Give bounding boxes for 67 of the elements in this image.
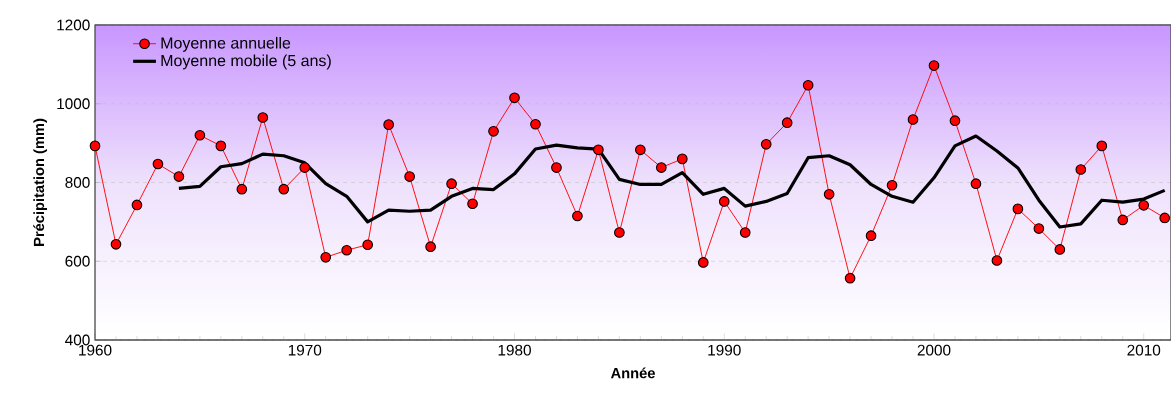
- point: [928, 60, 940, 71]
- point: [823, 188, 835, 200]
- point: [655, 162, 667, 173]
- point: [488, 125, 499, 137]
- point: [593, 144, 604, 156]
- point: [299, 162, 311, 173]
- point: [1012, 203, 1024, 215]
- point: [949, 115, 961, 127]
- point: [970, 178, 982, 190]
- y-tick-label: 1200: [57, 19, 90, 31]
- point: [278, 183, 290, 195]
- point: [383, 119, 394, 130]
- x-tick-label: 1990: [708, 344, 741, 356]
- point: [781, 117, 793, 128]
- point: [614, 227, 625, 238]
- x-axis-title: Année: [610, 367, 655, 379]
- x-tick-label: 2010: [1127, 344, 1161, 356]
- point: [341, 244, 353, 256]
- point: [844, 272, 856, 284]
- y-tick-label: 400: [65, 334, 90, 346]
- x-tick-label: 1970: [288, 344, 322, 356]
- point: [467, 198, 478, 210]
- legend-label: Moyenne mobile (5 ans): [161, 54, 331, 70]
- point: [509, 92, 520, 104]
- point: [446, 178, 457, 190]
- point: [89, 140, 101, 152]
- point: [152, 158, 164, 170]
- y-axis-title: Précipitation (mm): [33, 118, 48, 246]
- point: [1138, 200, 1150, 211]
- point: [236, 183, 248, 195]
- point: [739, 227, 751, 238]
- point: [194, 129, 206, 141]
- point: [1054, 244, 1066, 255]
- point: [425, 241, 436, 253]
- point: [572, 210, 583, 222]
- y-tick-label: 600: [65, 255, 90, 267]
- point: [173, 171, 185, 182]
- point: [802, 79, 814, 91]
- point: [1033, 223, 1045, 234]
- point: [551, 162, 562, 173]
- point: [110, 238, 122, 250]
- point: [635, 144, 646, 156]
- point: [131, 199, 143, 211]
- y-tick-label: 1000: [57, 98, 90, 110]
- point: [1117, 214, 1129, 226]
- point: [530, 118, 541, 130]
- point: [1075, 164, 1087, 175]
- point: [907, 114, 919, 125]
- point: [362, 239, 374, 251]
- legend-label: Moyenne annuelle: [161, 36, 291, 52]
- point: [697, 257, 709, 268]
- point: [320, 251, 332, 263]
- y-tick-label: 800: [65, 177, 90, 188]
- point: [865, 230, 877, 241]
- point: [1096, 140, 1108, 152]
- point: [718, 196, 730, 207]
- point: [404, 171, 415, 182]
- point: [215, 140, 227, 152]
- point: [886, 179, 898, 191]
- x-tick-label: 2000: [917, 344, 951, 356]
- x-tick-label: 1960: [79, 344, 112, 356]
- line-series: [177, 134, 1167, 229]
- x-tick-label: 1980: [498, 344, 531, 356]
- point: [257, 112, 269, 123]
- point: [760, 138, 772, 150]
- point: [991, 255, 1003, 266]
- point: [676, 153, 688, 165]
